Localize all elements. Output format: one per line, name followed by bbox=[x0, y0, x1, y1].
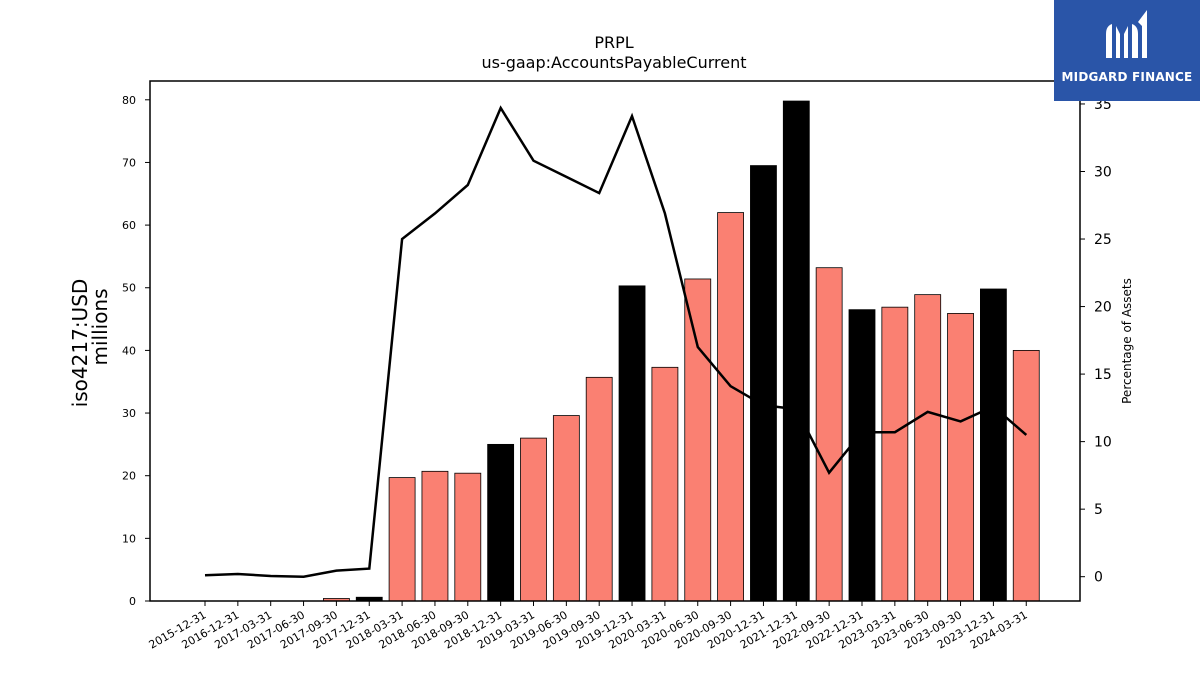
bar-2022-12-31 bbox=[848, 309, 876, 602]
bar-2020-09-30 bbox=[717, 212, 744, 602]
y2-tick-label: 10 bbox=[1094, 435, 1112, 451]
bar-2018-12-31 bbox=[487, 443, 515, 602]
y2-axis-label: Percentage of Assets bbox=[1120, 278, 1134, 404]
y-tick-label: 30 bbox=[122, 407, 136, 420]
y2-tick-label: 0 bbox=[1094, 570, 1103, 586]
y-axis-label-line2: millions bbox=[88, 288, 112, 365]
bar-2020-03-31 bbox=[651, 366, 679, 602]
y2-tick-label: 5 bbox=[1094, 502, 1103, 518]
y-axis-label-line1: iso4217:USD bbox=[68, 279, 92, 408]
y-tick-label: 70 bbox=[122, 156, 136, 169]
bar-2023-09-30 bbox=[947, 313, 974, 602]
y2-tick-label: 20 bbox=[1094, 300, 1112, 316]
bar-2023-03-31 bbox=[881, 306, 909, 602]
y-tick-label: 60 bbox=[122, 219, 136, 232]
bar-2023-12-31 bbox=[980, 288, 1007, 602]
bar-2018-09-30 bbox=[454, 472, 482, 602]
bar-2019-06-30 bbox=[552, 415, 580, 602]
bar-2019-09-30 bbox=[585, 376, 613, 602]
logo-text: MIDGARD FINANCE bbox=[1061, 70, 1193, 84]
bar-2020-12-31 bbox=[750, 165, 777, 602]
left-axis-ticks: 0 10 20 30 40 50 60 70 80 bbox=[122, 94, 150, 608]
midgard-finance-logo: MIDGARD FINANCE bbox=[1054, 0, 1200, 101]
bar-2019-12-31 bbox=[618, 285, 646, 602]
y-tick-label: 40 bbox=[122, 344, 136, 357]
logo-mark-icon bbox=[1106, 10, 1147, 58]
bars-group bbox=[322, 100, 1040, 602]
bar-2022-09-30 bbox=[815, 267, 843, 602]
bar-2020-06-30 bbox=[684, 278, 712, 602]
y2-tick-label: 25 bbox=[1094, 232, 1112, 248]
y-tick-label: 50 bbox=[122, 282, 136, 295]
plot-frame bbox=[149, 80, 1081, 602]
bar-2021-12-31 bbox=[782, 100, 810, 602]
bar-2023-06-30 bbox=[914, 294, 942, 602]
chart-subtitle: us-gaap:AccountsPayableCurrent bbox=[481, 53, 746, 72]
chart-title: PRPL bbox=[594, 33, 633, 52]
bar-2018-06-30 bbox=[421, 470, 449, 602]
y2-tick-label: 15 bbox=[1094, 367, 1112, 383]
bar-2019-03-31 bbox=[520, 437, 547, 602]
y-tick-label: 0 bbox=[129, 595, 136, 608]
y2-tick-label: 30 bbox=[1094, 164, 1112, 180]
bar-2018-03-31 bbox=[388, 477, 416, 602]
y-tick-label: 10 bbox=[122, 532, 136, 545]
percentage-line bbox=[204, 105, 1028, 578]
y-tick-label: 20 bbox=[122, 470, 136, 483]
y-tick-label: 80 bbox=[122, 94, 136, 107]
bar-2024-03-31 bbox=[1012, 349, 1040, 602]
x-axis-ticks: 2015-12-312016-12-312017-03-312017-06-30… bbox=[147, 601, 1030, 652]
